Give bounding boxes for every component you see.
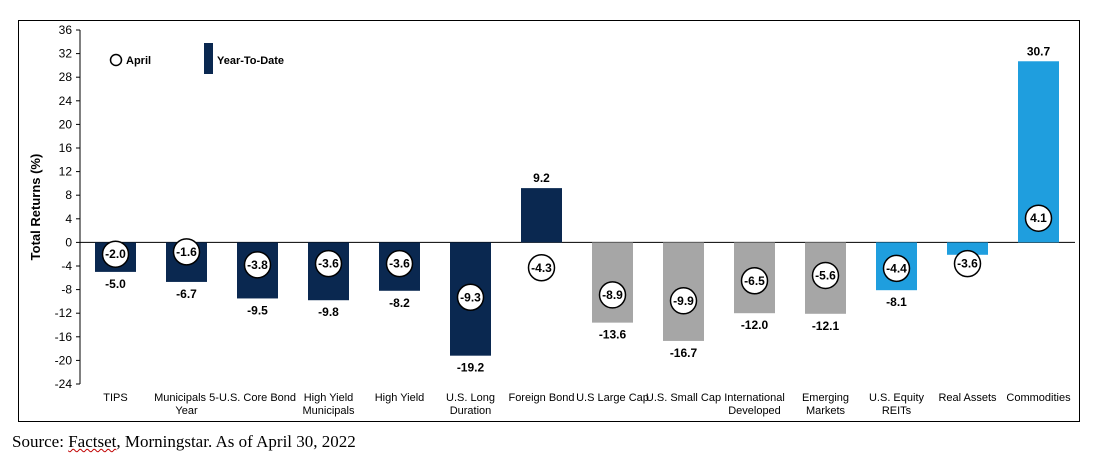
april-value-label: -4.3 [531, 261, 552, 275]
y-tick-label: -16 [55, 330, 73, 344]
source-prefix: Source: [12, 432, 69, 451]
ytd-value-label: -8.1 [886, 295, 907, 309]
april-value-label: -9.9 [673, 294, 694, 308]
april-marker [101, 240, 130, 268]
ytd-value-label: -8.2 [389, 296, 410, 310]
y-tick-label: 24 [59, 94, 73, 108]
ytd-value-label: -9.8 [318, 305, 339, 319]
april-value-label: -6.5 [744, 274, 765, 288]
y-tick-label: -8 [61, 283, 72, 297]
april-value-label: -3.8 [247, 258, 268, 272]
y-tick-label: -24 [55, 377, 73, 391]
x-category-label: High Yield [375, 392, 425, 404]
x-category-label: Municipals 5- [154, 392, 219, 404]
x-category-label: High Yield [304, 392, 354, 404]
y-axis-title: Total Returns (%) [28, 154, 43, 261]
y-tick-label: 0 [65, 235, 72, 249]
x-category-label: U.S. Core Bond [219, 392, 296, 404]
april-value-label: -8.9 [602, 288, 623, 302]
april-value-label: -3.6 [318, 257, 339, 271]
april-marker [456, 283, 485, 312]
x-category-label: U.S Large Cap [576, 392, 649, 404]
x-category-label: Real Assets [938, 392, 997, 404]
april-marker [527, 254, 556, 282]
ytd-value-label: -13.6 [599, 328, 627, 342]
april-marker [1024, 204, 1053, 232]
april-marker [243, 251, 272, 279]
x-category-label: TIPS [103, 392, 127, 404]
y-tick-label: 12 [59, 165, 73, 179]
ytd-value-label: -5.0 [105, 277, 126, 291]
x-category-label: International [724, 392, 785, 404]
x-category-label: Foreign Bond [508, 392, 574, 404]
april-value-label: -2.0 [105, 247, 126, 261]
ytd-value-label: 30.7 [1027, 44, 1051, 58]
april-marker [953, 249, 982, 278]
x-category-label: Commodities [1006, 392, 1071, 404]
x-category-label: Year [175, 405, 198, 417]
ytd-value-label: -9.5 [247, 303, 268, 317]
legend-april-label: April [126, 55, 151, 67]
source-rest: , Morningstar. As of April 30, 2022 [116, 432, 356, 451]
april-marker [669, 287, 698, 315]
chart-frame [18, 20, 1080, 422]
ytd-bar [947, 242, 988, 255]
april-value-label: -5.6 [815, 268, 836, 282]
april-value-label: -1.6 [176, 245, 197, 259]
ytd-value-label: -16.7 [670, 346, 698, 360]
ytd-value-label: -12.1 [812, 319, 840, 333]
ytd-value-label: -12.0 [741, 318, 769, 332]
x-category-label: Municipals [303, 405, 355, 417]
april-value-label: -9.3 [460, 290, 481, 304]
x-category-label: Markets [806, 405, 846, 417]
april-marker [740, 267, 769, 295]
april-value-label: 4.1 [1030, 211, 1047, 225]
x-category-label: U.S. Equity [869, 392, 925, 404]
chart: -24 -20 -16 -12 -8 -4 0 4 8 12 16 20 24 28 32 36 Total R… [28, 23, 1075, 417]
april-marker [172, 238, 201, 266]
april-marker [314, 249, 343, 278]
april-marker [882, 254, 911, 283]
y-tick-label: 36 [59, 23, 73, 37]
y-tick-label: 16 [59, 141, 73, 155]
ytd-value-label: -19.2 [457, 361, 485, 375]
y-tick-label: 28 [59, 70, 73, 84]
y-tick-label: 8 [65, 188, 72, 202]
x-category-label: Developed [728, 405, 781, 417]
ytd-value-label: -6.7 [176, 287, 197, 301]
x-category-label: REITs [882, 405, 912, 417]
y-tick-label: 32 [59, 47, 73, 61]
ytd-value-label: 9.2 [533, 171, 550, 185]
y-tick-label: 4 [65, 212, 72, 226]
april-value-label: -4.4 [886, 261, 907, 275]
source-note: Source: Factset, Morningstar. As of Apri… [12, 432, 356, 452]
ytd-bar [521, 188, 562, 243]
legend-ytd-label: Year-To-Date [217, 55, 284, 67]
y-tick-label: -12 [55, 306, 73, 320]
y-tick-label: 20 [59, 117, 73, 131]
x-category-label: U.S. Long [446, 392, 495, 404]
source-name: Factset [68, 432, 117, 451]
x-category-label: Duration [450, 405, 492, 417]
april-value-label: -3.6 [957, 257, 978, 271]
y-tick-label: -4 [61, 259, 72, 273]
x-category-label: U.S. Small Cap [646, 392, 721, 404]
legend-april-marker [109, 53, 123, 67]
april-marker [385, 249, 414, 278]
april-marker [598, 281, 627, 309]
legend-ytd-swatch [204, 43, 213, 74]
april-value-label: -3.6 [389, 257, 410, 271]
april-marker [811, 261, 840, 290]
x-category-label: Emerging [802, 392, 849, 404]
y-tick-label: -20 [55, 353, 73, 367]
